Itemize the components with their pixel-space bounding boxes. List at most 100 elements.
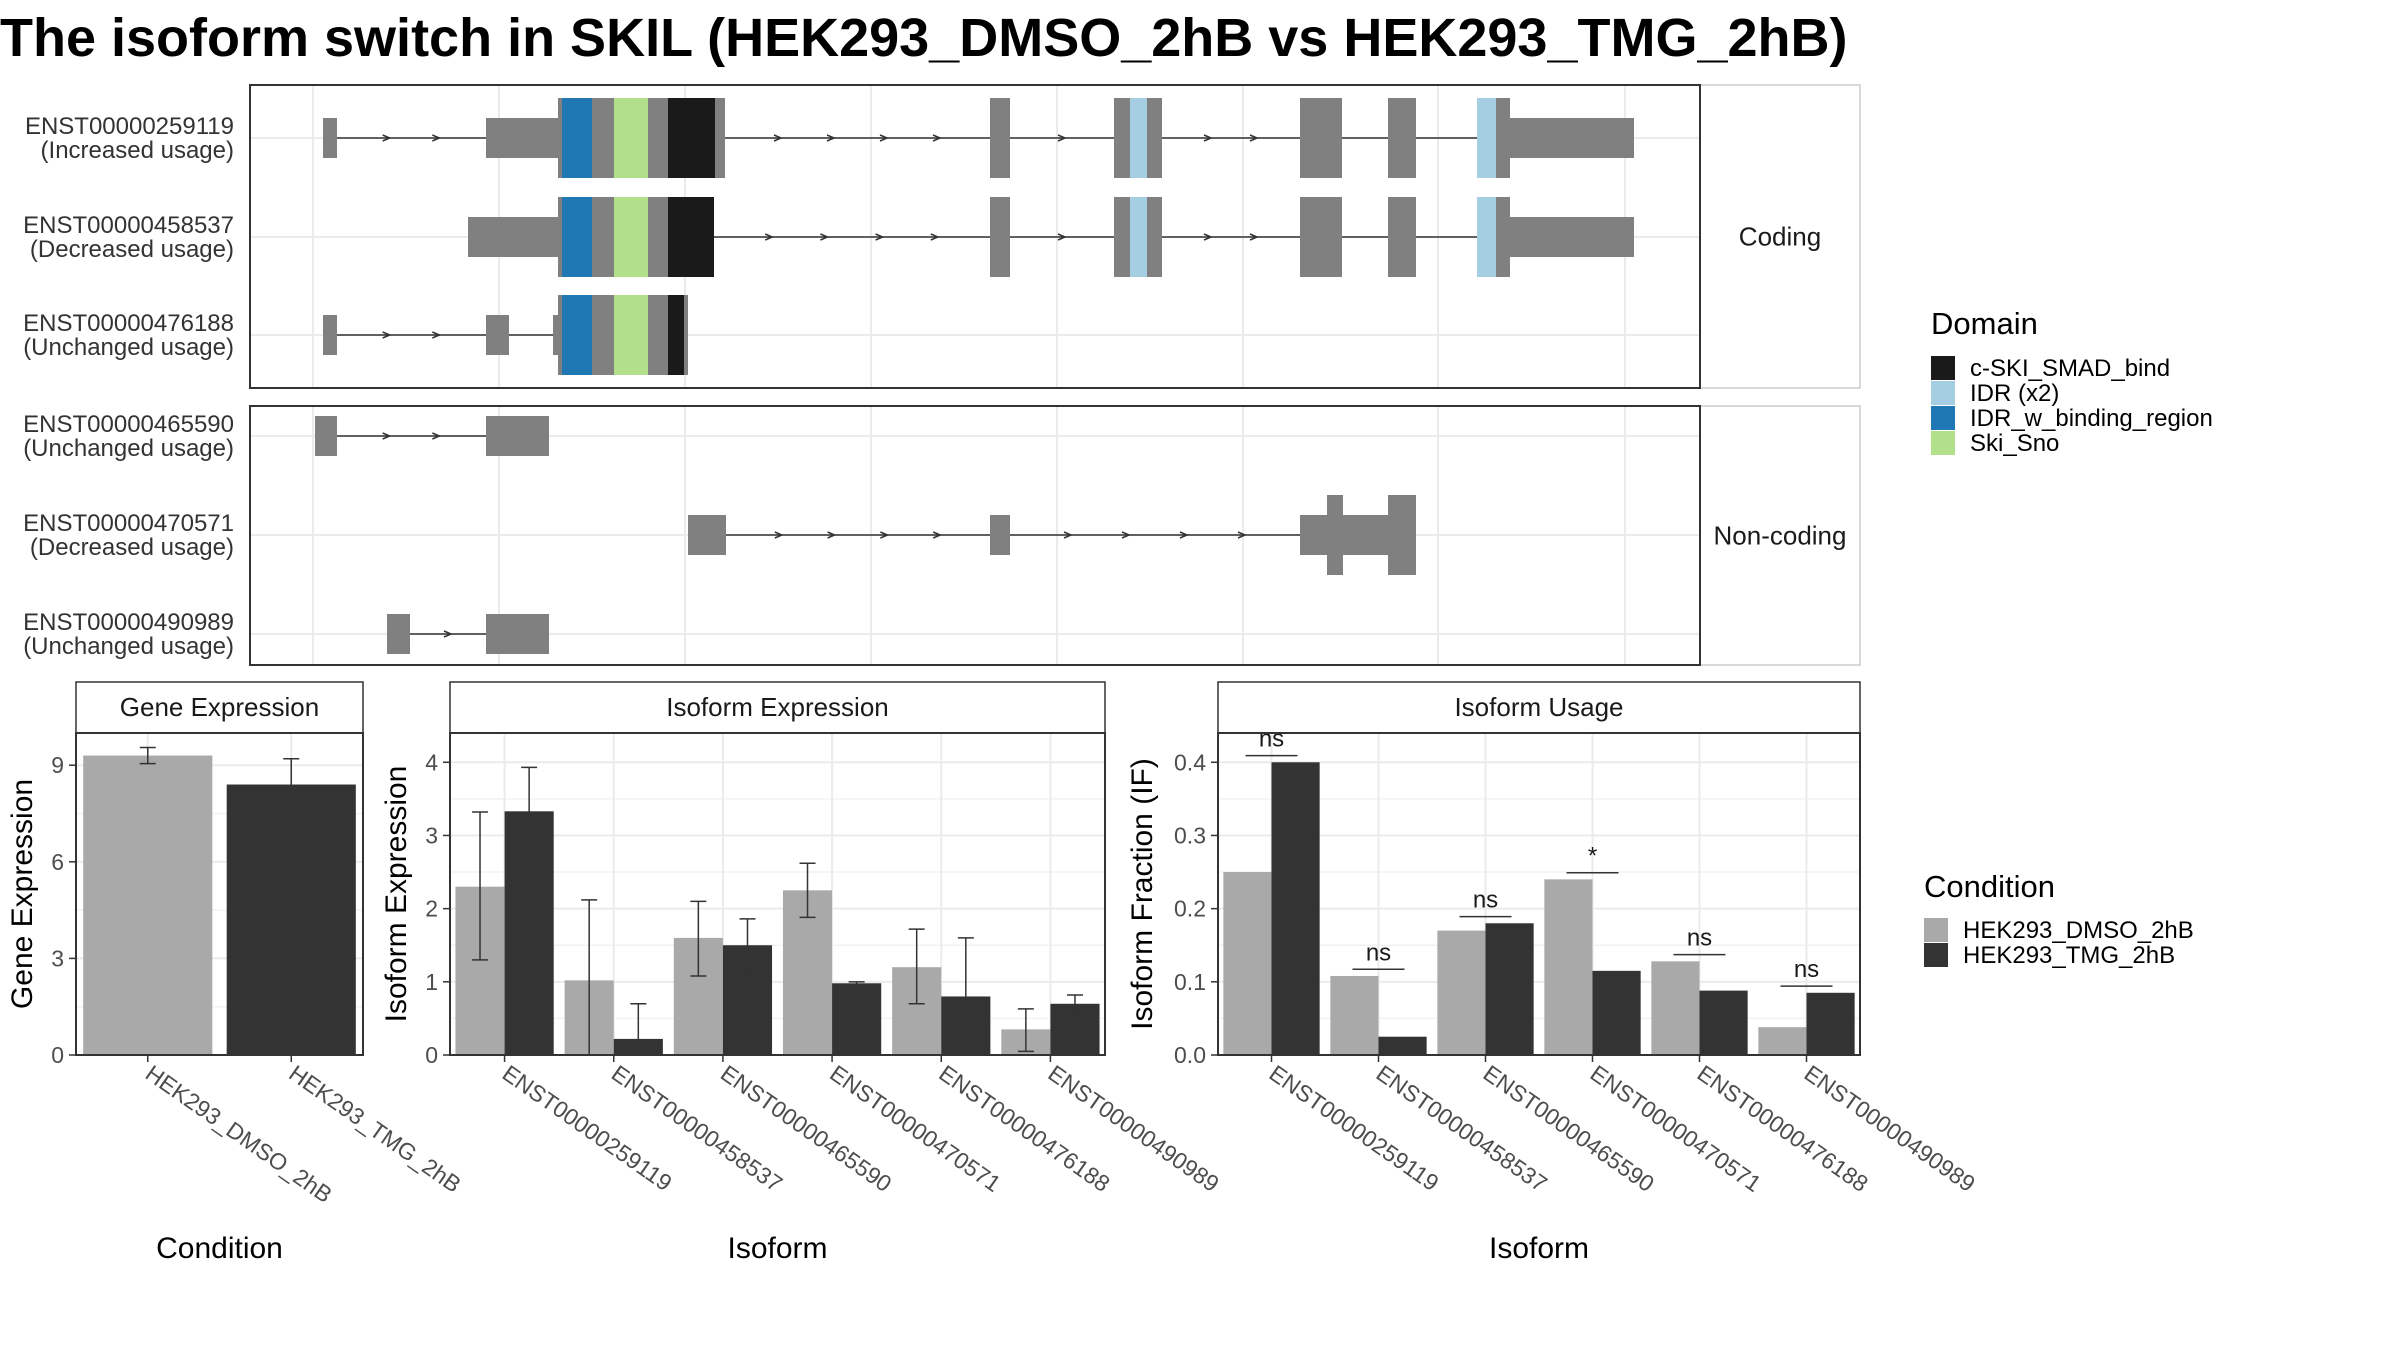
exon-block <box>715 98 725 178</box>
x-axis-title: Condition <box>156 1232 283 1265</box>
panel-title: Isoform Usage <box>1454 692 1623 722</box>
exon-block <box>558 197 562 277</box>
intron-arrow <box>932 134 942 142</box>
x-tick-label: ENST00000470571 <box>1586 1060 1766 1197</box>
facet-strip <box>1699 84 1861 389</box>
intron-arrow <box>1237 531 1247 539</box>
y-tick-label: 1 <box>425 969 438 995</box>
exon-block <box>486 614 549 654</box>
y-tick-label: 3 <box>425 822 438 848</box>
exon-block <box>668 295 684 375</box>
exon-block <box>592 295 614 375</box>
legend-label: HEK293_TMG_2hB <box>1963 942 2175 969</box>
facet-strip <box>1699 405 1861 666</box>
structure-panel-border <box>249 84 1701 389</box>
exon-block <box>648 197 668 277</box>
x-tick-label: ENST00000490989 <box>1800 1060 1980 1197</box>
exon-block <box>684 295 688 375</box>
significance-label: ns <box>1687 925 1712 952</box>
y-axis-title: Isoform Expression <box>380 766 413 1023</box>
intron-arrow <box>1203 233 1213 241</box>
transcript-id-label: ENST00000476188 <box>23 310 234 337</box>
exon-block <box>323 315 337 355</box>
intron-arrow <box>875 233 885 241</box>
intron-arrow <box>879 134 889 142</box>
exon-block <box>1388 98 1416 178</box>
exon-block <box>1114 98 1130 178</box>
intron-arrow <box>773 134 783 142</box>
exon-block <box>323 118 337 158</box>
bar <box>1651 961 1700 1055</box>
bar <box>1223 872 1272 1055</box>
y-tick-label: 3 <box>51 945 64 971</box>
exon-block <box>990 515 1010 555</box>
y-tick-label: 0 <box>51 1042 64 1068</box>
panel-border <box>1217 732 1861 1056</box>
legend-key <box>1931 431 1955 455</box>
exon-block <box>1343 515 1388 555</box>
exon-block <box>387 614 410 654</box>
y-tick-label: 0.4 <box>1174 749 1206 775</box>
exon-block <box>990 197 1010 277</box>
exon-block <box>1147 98 1162 178</box>
legend-label: Ski_Sno <box>1970 430 2059 457</box>
intron-arrow <box>1249 134 1259 142</box>
legend-key <box>1924 918 1948 942</box>
y-tick-label: 0.1 <box>1174 969 1206 995</box>
exon-block <box>1510 118 1634 158</box>
intron-arrow <box>827 531 837 539</box>
intron-arrow <box>443 630 453 638</box>
transcript-usage-label: (Unchanged usage) <box>23 633 234 660</box>
intron-arrow <box>774 531 784 539</box>
legend-label: IDR (x2) <box>1970 380 2059 407</box>
isoform-expression-plot: Isoform Expression01234ENST00000259119EN… <box>380 681 1224 1265</box>
legend-title-condition: Condition <box>1924 869 2055 904</box>
panel-title: Gene Expression <box>120 692 319 722</box>
x-tick-label: ENST00000465590 <box>1479 1060 1659 1197</box>
exon-block <box>668 197 714 277</box>
bar <box>1699 990 1748 1055</box>
y-tick-label: 0.3 <box>1174 822 1206 848</box>
significance-label: ns <box>1473 887 1498 914</box>
x-axis-title: Isoform <box>727 1232 827 1265</box>
exon-block <box>1114 197 1130 277</box>
transcript-usage-label: (Unchanged usage) <box>23 435 234 462</box>
intron-arrow <box>932 531 943 539</box>
intron-arrow <box>1057 134 1067 142</box>
exon-block <box>648 295 668 375</box>
intron-arrow <box>820 233 830 241</box>
intron-arrow <box>880 531 890 539</box>
exon-block <box>486 416 549 456</box>
exon-block <box>1477 98 1496 178</box>
exon-block <box>486 118 560 158</box>
exon-block <box>562 98 592 178</box>
gene-structure-plot: Coding Non-coding ENST00000259119(Increase… <box>23 84 1861 666</box>
exon-block <box>558 295 562 375</box>
exon-block <box>688 515 726 555</box>
legend-label: c-SKI_SMAD_bind <box>1970 355 2170 382</box>
y-tick-label: 2 <box>425 896 438 922</box>
exon-block <box>1130 197 1147 277</box>
transcript-usage-label: (Unchanged usage) <box>23 334 234 361</box>
exon-block <box>1510 217 1634 257</box>
transcript-usage-label: (Increased usage) <box>41 137 234 164</box>
bar <box>83 755 213 1055</box>
panel-bg <box>1218 733 1860 1055</box>
panel-title: Isoform Expression <box>666 692 889 722</box>
exon-block <box>558 98 562 178</box>
exon-block <box>1300 98 1342 178</box>
exon-block <box>315 416 337 456</box>
y-axis-title: Isoform Fraction (IF) <box>1126 758 1159 1030</box>
intron-arrow <box>382 432 392 440</box>
exon-block <box>1388 495 1416 575</box>
significance-label: ns <box>1794 956 1819 983</box>
panel-border <box>75 732 364 1056</box>
bar <box>1544 879 1593 1055</box>
intron-arrow <box>432 134 442 142</box>
bar <box>1485 923 1534 1055</box>
exon-block <box>562 295 592 375</box>
figure-title: The isoform switch in SKIL (HEK293_DMSO_… <box>0 8 1847 68</box>
exon-block <box>553 315 560 355</box>
panel-bg <box>450 733 1105 1055</box>
